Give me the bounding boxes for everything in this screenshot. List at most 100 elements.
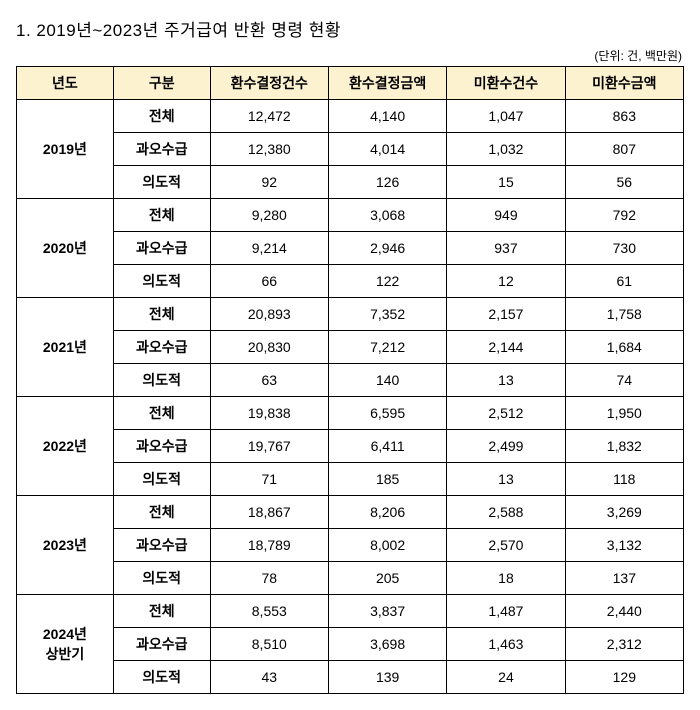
table-row: 의도적661221261 bbox=[17, 265, 684, 298]
value-cell: 4,140 bbox=[328, 100, 446, 133]
value-cell: 19,838 bbox=[210, 397, 328, 430]
value-cell: 3,698 bbox=[328, 628, 446, 661]
category-cell: 전체 bbox=[113, 397, 210, 430]
header-row: 년도 구분 환수결정건수 환수결정금액 미환수건수 미환수금액 bbox=[17, 67, 684, 100]
value-cell: 1,047 bbox=[447, 100, 565, 133]
year-cell: 2020년 bbox=[17, 199, 114, 298]
year-cell: 2024년상반기 bbox=[17, 595, 114, 694]
category-cell: 의도적 bbox=[113, 364, 210, 397]
value-cell: 1,032 bbox=[447, 133, 565, 166]
value-cell: 2,440 bbox=[565, 595, 683, 628]
value-cell: 1,758 bbox=[565, 298, 683, 331]
col-3: 미환수건수 bbox=[447, 67, 565, 100]
value-cell: 1,950 bbox=[565, 397, 683, 430]
category-cell: 전체 bbox=[113, 496, 210, 529]
value-cell: 24 bbox=[447, 661, 565, 694]
category-cell: 의도적 bbox=[113, 463, 210, 496]
value-cell: 92 bbox=[210, 166, 328, 199]
value-cell: 730 bbox=[565, 232, 683, 265]
category-cell: 과오수급 bbox=[113, 331, 210, 364]
table-row: 의도적921261556 bbox=[17, 166, 684, 199]
value-cell: 1,832 bbox=[565, 430, 683, 463]
value-cell: 949 bbox=[447, 199, 565, 232]
value-cell: 807 bbox=[565, 133, 683, 166]
unit-note: (단위: 건, 백만원) bbox=[16, 47, 684, 64]
table-row: 과오수급8,5103,6981,4632,312 bbox=[17, 628, 684, 661]
year-cell: 2023년 bbox=[17, 496, 114, 595]
category-cell: 과오수급 bbox=[113, 529, 210, 562]
value-cell: 8,510 bbox=[210, 628, 328, 661]
value-cell: 792 bbox=[565, 199, 683, 232]
year-cell: 2022년 bbox=[17, 397, 114, 496]
value-cell: 2,312 bbox=[565, 628, 683, 661]
table-row: 2024년상반기전체8,5533,8371,4872,440 bbox=[17, 595, 684, 628]
value-cell: 3,132 bbox=[565, 529, 683, 562]
value-cell: 56 bbox=[565, 166, 683, 199]
table-row: 2020년전체9,2803,068949792 bbox=[17, 199, 684, 232]
col-2: 환수결정금액 bbox=[328, 67, 446, 100]
table-row: 과오수급18,7898,0022,5703,132 bbox=[17, 529, 684, 562]
value-cell: 122 bbox=[328, 265, 446, 298]
year-cell: 2021년 bbox=[17, 298, 114, 397]
value-cell: 137 bbox=[565, 562, 683, 595]
value-cell: 12,472 bbox=[210, 100, 328, 133]
value-cell: 126 bbox=[328, 166, 446, 199]
table-row: 과오수급20,8307,2122,1441,684 bbox=[17, 331, 684, 364]
table-row: 의도적7820518137 bbox=[17, 562, 684, 595]
table-row: 의도적4313924129 bbox=[17, 661, 684, 694]
category-cell: 과오수급 bbox=[113, 133, 210, 166]
table-row: 의도적7118513118 bbox=[17, 463, 684, 496]
category-cell: 전체 bbox=[113, 199, 210, 232]
value-cell: 12,380 bbox=[210, 133, 328, 166]
value-cell: 63 bbox=[210, 364, 328, 397]
table-row: 2021년전체20,8937,3522,1571,758 bbox=[17, 298, 684, 331]
page-title: 1. 2019년~2023년 주거급여 반환 명령 현황 bbox=[16, 16, 684, 41]
table-row: 과오수급9,2142,946937730 bbox=[17, 232, 684, 265]
table-row: 2022년전체19,8386,5952,5121,950 bbox=[17, 397, 684, 430]
value-cell: 13 bbox=[447, 364, 565, 397]
value-cell: 8,553 bbox=[210, 595, 328, 628]
value-cell: 18,867 bbox=[210, 496, 328, 529]
value-cell: 71 bbox=[210, 463, 328, 496]
col-1: 환수결정건수 bbox=[210, 67, 328, 100]
value-cell: 6,595 bbox=[328, 397, 446, 430]
col-category: 구분 bbox=[113, 67, 210, 100]
col-year: 년도 bbox=[17, 67, 114, 100]
value-cell: 15 bbox=[447, 166, 565, 199]
value-cell: 1,684 bbox=[565, 331, 683, 364]
value-cell: 78 bbox=[210, 562, 328, 595]
value-cell: 205 bbox=[328, 562, 446, 595]
value-cell: 4,014 bbox=[328, 133, 446, 166]
value-cell: 3,837 bbox=[328, 595, 446, 628]
table-row: 과오수급12,3804,0141,032807 bbox=[17, 133, 684, 166]
category-cell: 전체 bbox=[113, 595, 210, 628]
value-cell: 139 bbox=[328, 661, 446, 694]
value-cell: 2,157 bbox=[447, 298, 565, 331]
value-cell: 2,570 bbox=[447, 529, 565, 562]
year-cell: 2019년 bbox=[17, 100, 114, 199]
value-cell: 20,830 bbox=[210, 331, 328, 364]
category-cell: 과오수급 bbox=[113, 232, 210, 265]
value-cell: 61 bbox=[565, 265, 683, 298]
value-cell: 9,214 bbox=[210, 232, 328, 265]
value-cell: 1,487 bbox=[447, 595, 565, 628]
value-cell: 2,144 bbox=[447, 331, 565, 364]
value-cell: 8,206 bbox=[328, 496, 446, 529]
value-cell: 1,463 bbox=[447, 628, 565, 661]
table-row: 2023년전체18,8678,2062,5883,269 bbox=[17, 496, 684, 529]
col-4: 미환수금액 bbox=[565, 67, 683, 100]
value-cell: 3,068 bbox=[328, 199, 446, 232]
category-cell: 의도적 bbox=[113, 661, 210, 694]
value-cell: 12 bbox=[447, 265, 565, 298]
table-row: 의도적631401374 bbox=[17, 364, 684, 397]
category-cell: 과오수급 bbox=[113, 430, 210, 463]
value-cell: 937 bbox=[447, 232, 565, 265]
value-cell: 7,212 bbox=[328, 331, 446, 364]
category-cell: 의도적 bbox=[113, 265, 210, 298]
value-cell: 2,512 bbox=[447, 397, 565, 430]
value-cell: 185 bbox=[328, 463, 446, 496]
value-cell: 74 bbox=[565, 364, 683, 397]
table-row: 2019년전체12,4724,1401,047863 bbox=[17, 100, 684, 133]
value-cell: 3,269 bbox=[565, 496, 683, 529]
category-cell: 의도적 bbox=[113, 166, 210, 199]
